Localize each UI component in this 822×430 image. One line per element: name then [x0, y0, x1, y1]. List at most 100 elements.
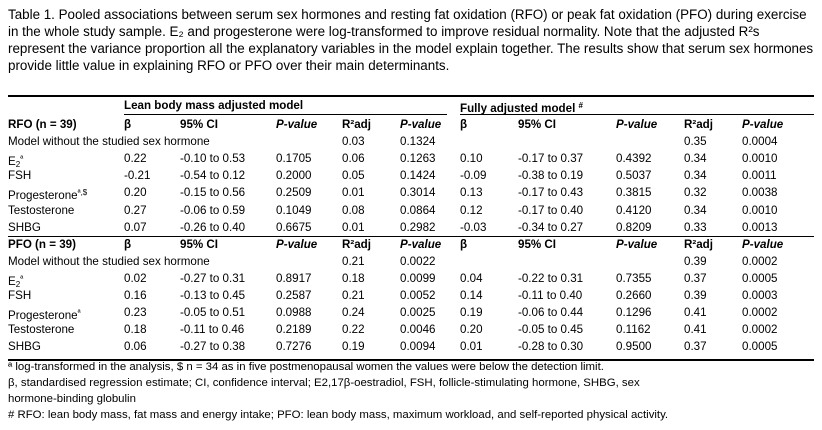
table-row: SHBG 0.06 -0.27 to 0.38 0.7276 0.19 0.0094 0.0… [8, 338, 814, 355]
lean-header-beta: β [124, 118, 132, 131]
lean-beta: 0.22 [124, 152, 147, 166]
lean-r2adj: 0.05 [342, 169, 365, 183]
lean-p-value: 0.8917 [276, 271, 312, 285]
lean-r2adj: 0.01 [342, 220, 365, 234]
full-header-r2adj: R²adj [684, 237, 713, 251]
row-label: E2ª [8, 150, 23, 173]
table-row: Model without the studied sex hormone 0.0… [8, 133, 814, 150]
lean-p-value-change: 0.1424 [400, 169, 436, 183]
section-header-row: RFO (n = 39) β 95% CI P-value R²adj P-value β 9… [8, 116, 814, 133]
row-label: Progesteroneª [8, 304, 81, 324]
lean-r2adj: 0.19 [342, 340, 365, 354]
full-beta: 0.19 [460, 306, 483, 320]
row-label: FSH [8, 167, 31, 184]
full-p-value: 0.1296 [616, 306, 652, 320]
full-header-beta: β [460, 118, 468, 131]
full-header-p-value: P-value [616, 118, 658, 131]
lean-p-value-change: 0.1263 [400, 152, 436, 166]
lean-p-value-change: 0.1324 [400, 135, 436, 149]
lean-model-underline [124, 114, 447, 115]
full-p-value-change: 0.0010 [742, 152, 778, 166]
footnote-line: ª log-transformed in the analysis, $ n =… [8, 361, 604, 373]
lean-r2adj: 0.03 [342, 135, 365, 149]
full-header-r2adj: R²adj [684, 118, 713, 131]
lean-header-r2adj: R²adj [342, 118, 371, 131]
table-row: E2ª 0.22 -0.10 to 0.53 0.1705 0.06 0.1263 0.10… [8, 150, 814, 169]
row-label-text: FSH [8, 169, 32, 183]
full-p-value-change: 0.0013 [742, 220, 778, 234]
full-p-value-change: 0.0002 [742, 323, 778, 337]
footnote-line: β, standardised regression estimate; CI,… [8, 377, 640, 389]
full-p-value: 0.1162 [616, 323, 651, 337]
row-label: Testosterone [8, 321, 74, 338]
lean-header-p-value: P-value [276, 118, 318, 131]
lean-beta: 0.27 [124, 203, 147, 217]
footnote-mark: ª [77, 308, 81, 318]
footnote-mark: ª [20, 273, 24, 283]
lean-p-value: 0.2189 [276, 323, 312, 337]
full-header-ci: 95% CI [518, 118, 557, 131]
lean-p-value: 0.7276 [276, 340, 312, 354]
full-ci: -0.22 to 0.31 [518, 271, 584, 285]
row-label-text: Progesterone [8, 189, 78, 203]
footnote-mark: ª [20, 154, 24, 164]
full-p-value: 0.4120 [616, 203, 652, 217]
full-r2adj: 0.35 [684, 135, 707, 149]
row-label: Model without the studied sex hormone [8, 133, 210, 150]
lean-beta: -0.21 [124, 169, 151, 183]
lean-r2adj: 0.21 [342, 254, 365, 268]
full-ci: -0.06 to 0.44 [518, 306, 584, 320]
full-r2adj: 0.33 [684, 220, 707, 234]
full-p-value: 0.3815 [616, 186, 652, 200]
lean-header-ci: 95% CI [180, 118, 219, 131]
subscript: 2 [15, 279, 21, 289]
lean-r2adj: 0.08 [342, 203, 365, 217]
full-r2adj: 0.39 [684, 254, 707, 268]
lean-ci: -0.27 to 0.31 [180, 271, 246, 285]
full-beta: 0.20 [460, 323, 483, 337]
full-ci: -0.17 to 0.37 [518, 152, 584, 166]
lean-beta: 0.23 [124, 306, 147, 320]
full-r2adj: 0.34 [684, 169, 707, 183]
lean-ci: -0.10 to 0.53 [180, 152, 246, 166]
results-table: Lean body mass adjusted model Fully adju… [8, 95, 814, 361]
footnote-mark: ª,$ [77, 188, 88, 198]
section-label: PFO (n = 39) [8, 237, 76, 251]
section-divider [8, 235, 814, 237]
row-label-text: Testosterone [8, 203, 75, 217]
row-label-text: SHBG [8, 340, 41, 354]
row-label: E2ª [8, 270, 23, 293]
full-beta: 0.14 [460, 289, 483, 302]
table-footnotes: ª log-transformed in the analysis, $ n =… [8, 359, 814, 423]
footnote-line: # RFO: lean body mass, fat mass and ener… [8, 409, 669, 421]
lean-p-value: 0.0988 [276, 306, 312, 320]
full-ci: -0.17 to 0.40 [518, 203, 584, 217]
lean-p-value-change: 0.0094 [400, 340, 436, 354]
lean-ci: -0.13 to 0.45 [180, 289, 246, 302]
subscript: 2 [15, 160, 21, 170]
full-p-value-change: 0.0002 [742, 306, 778, 320]
row-label-text: Model without the studied sex hormone [8, 254, 210, 268]
lean-p-value-change: 0.2982 [400, 220, 436, 234]
full-r2adj: 0.39 [684, 289, 707, 302]
lean-beta: 0.06 [124, 340, 147, 354]
lean-r2adj: 0.18 [342, 271, 365, 285]
lean-p-value-change: 0.0022 [400, 254, 436, 268]
row-label: Testosterone [8, 202, 74, 219]
table-row: Progesteroneª,$ 0.20 -0.15 to 0.56 0.2509 0.… [8, 184, 814, 203]
table-row: Progesteroneª 0.23 -0.05 to 0.51 0.0988 0.24… [8, 304, 814, 324]
lean-header-p-value: P-value [276, 237, 318, 251]
row-label: SHBG [8, 219, 41, 236]
row-label-text: E [8, 274, 16, 288]
full-p-value: 0.9500 [616, 340, 652, 354]
group-header-row: Lean body mass adjusted model Fully adju… [8, 97, 814, 115]
lean-r2adj: 0.01 [342, 186, 365, 200]
full-p-value-change: 0.0002 [742, 254, 778, 268]
full-ci: -0.34 to 0.27 [518, 220, 584, 234]
lean-header-p-value-change: P-value [400, 237, 442, 251]
row-label: Model without the studied sex hormone [8, 253, 210, 270]
lean-header-r2adj: R²adj [342, 237, 371, 251]
full-header-p-value-change: P-value [742, 118, 784, 131]
full-beta: 0.04 [460, 271, 483, 285]
full-r2adj: 0.37 [684, 340, 707, 354]
